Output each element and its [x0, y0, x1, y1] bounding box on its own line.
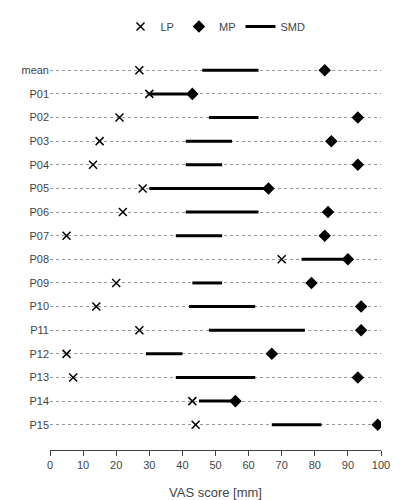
svg-text:90: 90 — [342, 459, 354, 471]
svg-text:P04: P04 — [29, 159, 49, 171]
svg-text:P13: P13 — [29, 371, 49, 383]
svg-text:80: 80 — [309, 459, 321, 471]
svg-text:P11: P11 — [30, 324, 49, 336]
svg-text:P06: P06 — [29, 206, 49, 218]
svg-text:P10: P10 — [29, 300, 49, 312]
svg-text:VAS score [mm]: VAS score [mm] — [169, 485, 262, 500]
svg-text:60: 60 — [242, 459, 254, 471]
svg-text:P15: P15 — [29, 419, 49, 431]
svg-text:10: 10 — [77, 459, 89, 471]
svg-text:40: 40 — [176, 459, 188, 471]
svg-text:MP: MP — [219, 21, 236, 33]
svg-text:P09: P09 — [29, 277, 49, 289]
svg-text:LP: LP — [161, 21, 174, 33]
svg-text:P08: P08 — [29, 253, 49, 265]
svg-text:P02: P02 — [29, 111, 49, 123]
svg-text:P14: P14 — [29, 395, 49, 407]
svg-text:70: 70 — [276, 459, 288, 471]
svg-text:P07: P07 — [29, 230, 49, 242]
svg-text:100: 100 — [372, 459, 390, 471]
svg-text:P01: P01 — [29, 88, 49, 100]
svg-text:0: 0 — [47, 459, 53, 471]
svg-text:20: 20 — [110, 459, 122, 471]
svg-text:P03: P03 — [29, 135, 49, 147]
svg-text:P05: P05 — [29, 182, 49, 194]
svg-text:mean: mean — [21, 64, 49, 76]
svg-text:30: 30 — [143, 459, 155, 471]
svg-text:SMD: SMD — [280, 21, 305, 33]
svg-text:P12: P12 — [29, 348, 49, 360]
svg-text:50: 50 — [209, 459, 221, 471]
